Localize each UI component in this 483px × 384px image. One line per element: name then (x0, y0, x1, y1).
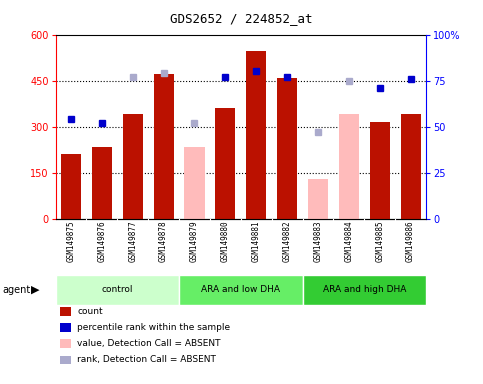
Text: GSM149877: GSM149877 (128, 220, 137, 262)
Text: percentile rank within the sample: percentile rank within the sample (77, 323, 230, 332)
Bar (185, 147, 204, 219)
Text: count: count (77, 306, 103, 316)
Text: GSM149883: GSM149883 (313, 220, 323, 262)
Bar (302, 275, 426, 305)
Text: ARA and high DHA: ARA and high DHA (323, 285, 406, 295)
Bar (246, 51, 266, 219)
Bar (339, 114, 359, 219)
Bar (277, 78, 297, 219)
Text: GSM149878: GSM149878 (159, 220, 168, 262)
Text: GSM149884: GSM149884 (344, 220, 354, 262)
Text: GSM149881: GSM149881 (252, 220, 261, 262)
Text: GSM149879: GSM149879 (190, 220, 199, 262)
Bar (92, 147, 112, 219)
Text: ▶: ▶ (31, 285, 40, 295)
Text: GSM149876: GSM149876 (98, 220, 106, 262)
Text: GSM149882: GSM149882 (283, 220, 292, 262)
Bar (369, 122, 390, 219)
Bar (61, 154, 81, 219)
Text: agent: agent (2, 285, 30, 295)
Bar (154, 74, 173, 219)
Bar (215, 108, 235, 219)
Bar (400, 114, 421, 219)
Text: GSM149886: GSM149886 (406, 220, 415, 262)
Bar (308, 179, 328, 219)
Text: value, Detection Call = ABSENT: value, Detection Call = ABSENT (77, 339, 221, 348)
Bar (56, 275, 179, 305)
Bar (123, 114, 143, 219)
Text: ARA and low DHA: ARA and low DHA (201, 285, 280, 295)
Text: GSM149880: GSM149880 (221, 220, 230, 262)
Text: control: control (101, 285, 133, 295)
Text: rank, Detection Call = ABSENT: rank, Detection Call = ABSENT (77, 355, 216, 364)
Text: GSM149875: GSM149875 (67, 220, 75, 262)
Bar (179, 275, 302, 305)
Text: GDS2652 / 224852_at: GDS2652 / 224852_at (170, 12, 312, 25)
Text: GSM149885: GSM149885 (375, 220, 384, 262)
